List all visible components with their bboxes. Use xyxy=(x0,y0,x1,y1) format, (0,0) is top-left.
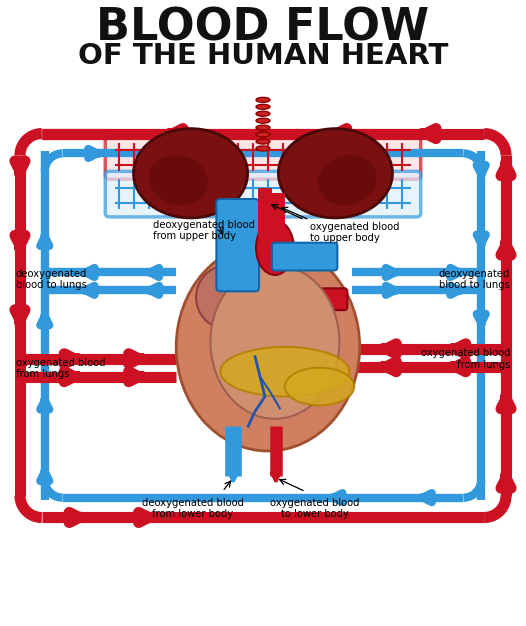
Text: deoxygenated
blood to lungs: deoxygenated blood to lungs xyxy=(439,269,510,290)
Text: deoxygenated
blood to lungs: deoxygenated blood to lungs xyxy=(16,269,87,290)
Ellipse shape xyxy=(285,367,355,406)
Ellipse shape xyxy=(318,155,377,205)
Ellipse shape xyxy=(256,132,270,137)
Text: OF THE HUMAN HEART: OF THE HUMAN HEART xyxy=(78,42,448,70)
Ellipse shape xyxy=(176,243,360,451)
Ellipse shape xyxy=(256,118,270,123)
FancyBboxPatch shape xyxy=(216,199,259,291)
FancyBboxPatch shape xyxy=(292,289,347,310)
Ellipse shape xyxy=(278,128,392,218)
Ellipse shape xyxy=(256,125,270,130)
Text: deoxygenated blood
from upper body: deoxygenated blood from upper body xyxy=(153,220,255,242)
Ellipse shape xyxy=(134,128,248,218)
Text: oxygenated blood
to lower body: oxygenated blood to lower body xyxy=(270,498,359,519)
Ellipse shape xyxy=(220,347,349,396)
Ellipse shape xyxy=(149,155,208,205)
Ellipse shape xyxy=(210,265,339,419)
Text: deoxygenated blood
from lower body: deoxygenated blood from lower body xyxy=(141,498,244,519)
Ellipse shape xyxy=(256,220,294,275)
Text: oxygenated blood
to upper body: oxygenated blood to upper body xyxy=(310,222,399,244)
Text: oxygenated blood
from lungs: oxygenated blood from lungs xyxy=(16,358,106,379)
FancyBboxPatch shape xyxy=(105,135,421,179)
FancyBboxPatch shape xyxy=(105,172,421,217)
Ellipse shape xyxy=(256,105,270,110)
Ellipse shape xyxy=(256,139,270,144)
Ellipse shape xyxy=(256,98,270,102)
Ellipse shape xyxy=(256,111,270,116)
Ellipse shape xyxy=(256,146,270,151)
Text: BLOOD FLOW: BLOOD FLOW xyxy=(96,7,430,50)
FancyBboxPatch shape xyxy=(272,243,337,270)
Ellipse shape xyxy=(196,265,260,329)
Text: oxygenated blood
from lungs: oxygenated blood from lungs xyxy=(420,348,510,369)
